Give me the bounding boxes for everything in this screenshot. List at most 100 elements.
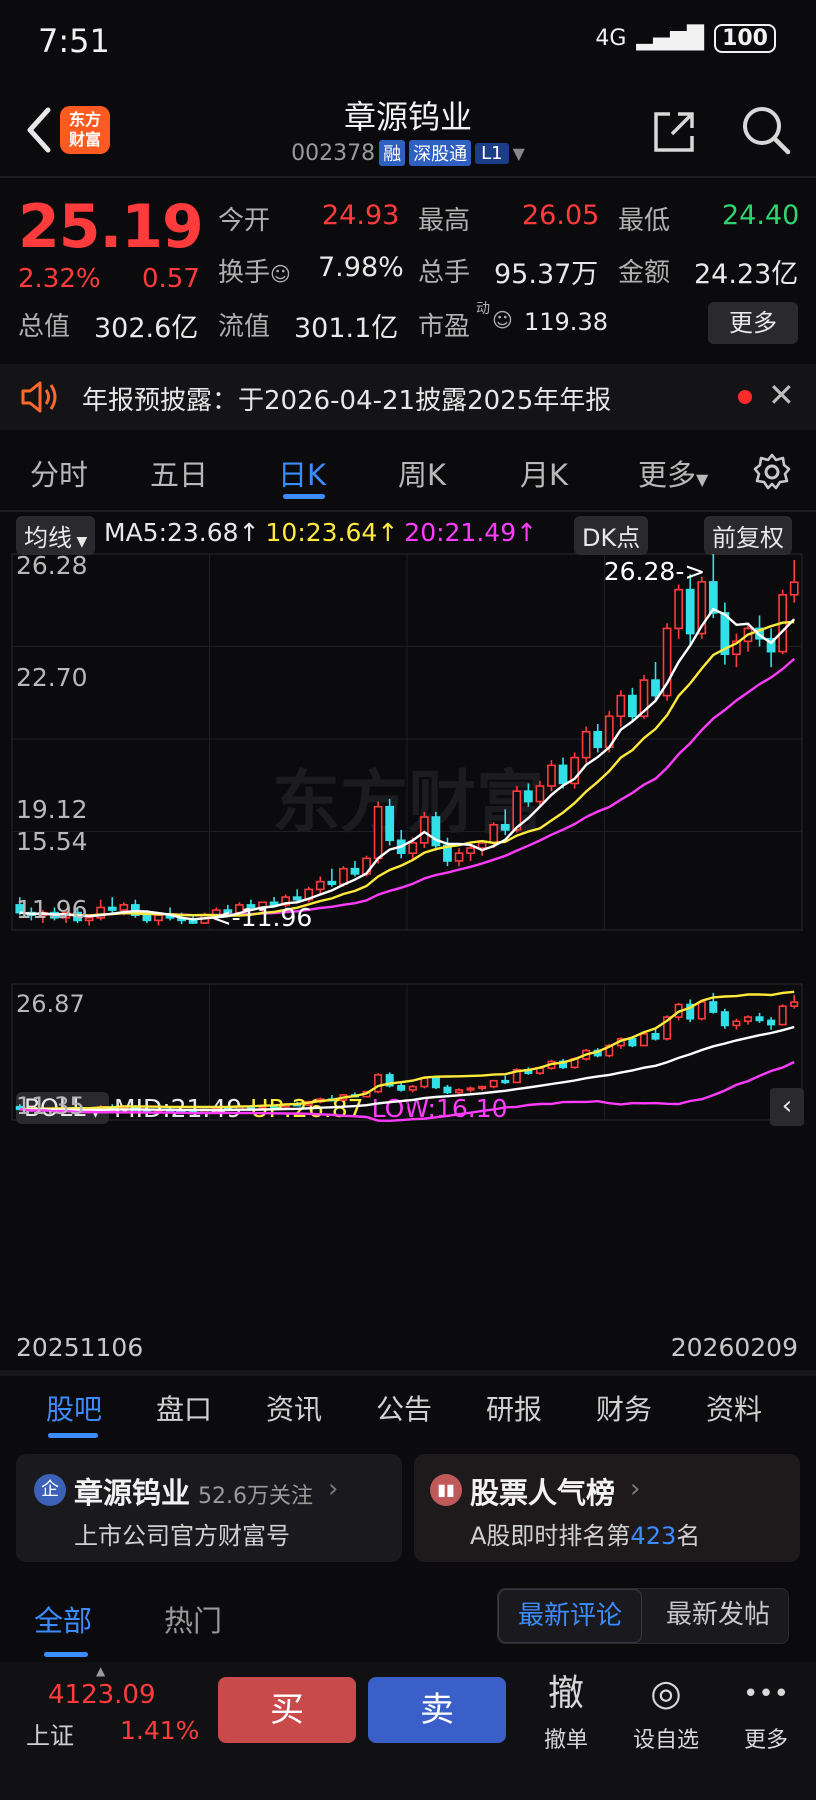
y-tick-label: 19.12 xyxy=(16,795,88,824)
tab-pankou[interactable]: 盘口 xyxy=(156,1393,213,1426)
tab-announcements[interactable]: 公告 xyxy=(376,1393,433,1426)
x-start-date: 20251106 xyxy=(16,1333,143,1362)
candle-body xyxy=(142,914,152,922)
margin-tag: 融 xyxy=(379,140,406,166)
ma-legend: MA5:23.68 ↑ 10:23.64 ↑ 20:21.49 ↑ xyxy=(104,518,537,547)
boll-candle-body xyxy=(755,1016,764,1022)
share-icon[interactable] xyxy=(650,106,700,156)
tab-finance[interactable]: 财务 xyxy=(596,1393,653,1426)
ma20-arrow: ↑ xyxy=(516,518,538,547)
candle-body xyxy=(708,581,718,614)
boll-candle-body xyxy=(420,1077,429,1088)
more-quote-button[interactable]: 更多 xyxy=(708,302,798,344)
candle-body xyxy=(466,847,475,855)
boll-candle-body xyxy=(743,1016,753,1023)
candle-body xyxy=(512,790,522,831)
tab-research[interactable]: 研报 xyxy=(486,1393,543,1426)
notice-text[interactable]: 年报预披露：于2026-04-21披露2025年年报 xyxy=(82,386,612,416)
candle-body xyxy=(223,909,233,914)
candle-body xyxy=(500,823,510,831)
boll-mid-line xyxy=(19,1025,795,1112)
index-percent[interactable]: 1.41% xyxy=(120,1716,200,1745)
tab-hot[interactable]: 热门 xyxy=(164,1604,223,1638)
sort-latest-comment[interactable]: 最新评论 xyxy=(498,1589,642,1643)
ma-selector-label: 均线 xyxy=(24,524,72,552)
popularity-card[interactable] xyxy=(414,1454,800,1562)
battery-icon: 100 xyxy=(714,24,776,53)
boll-tick-label: 26.87 xyxy=(16,990,85,1018)
back-button[interactable] xyxy=(14,100,66,160)
adjust-button[interactable]: 前复权 xyxy=(704,516,792,555)
more-menu-button[interactable]: ••• 更多 xyxy=(726,1672,806,1754)
boll-up-line xyxy=(19,990,795,1111)
pe-info-icon[interactable]: ☺ xyxy=(492,308,513,332)
tab-guba[interactable]: 股吧 xyxy=(46,1393,103,1426)
sell-button[interactable]: 卖 xyxy=(368,1677,506,1743)
active-bottom-tab-indicator xyxy=(48,1433,98,1438)
market-cap-value: 302.6亿 xyxy=(94,313,199,344)
tab-daily-k[interactable]: 日K xyxy=(278,458,327,492)
watermark: 东方财富 xyxy=(272,764,544,843)
watchlist-icon: ◎ xyxy=(650,1673,682,1714)
boll-candle-body xyxy=(385,1074,394,1087)
boll-candle-body xyxy=(709,1001,718,1013)
index-name[interactable]: 上证 xyxy=(26,1722,74,1750)
boll-candle-body xyxy=(663,1016,672,1040)
cancel-order-button[interactable]: 撤 撤单 xyxy=(526,1672,606,1754)
add-watchlist-label: 设自选 xyxy=(632,1728,699,1753)
boll-candle-body xyxy=(454,1089,464,1094)
tab-intraday[interactable]: 分时 xyxy=(30,458,89,492)
ranking-chart-icon: ▮▮ xyxy=(430,1474,462,1506)
tab-all[interactable]: 全部 xyxy=(34,1604,93,1638)
dk-point-button[interactable]: DK点 xyxy=(574,516,649,555)
candle-body xyxy=(107,906,117,911)
search-icon[interactable] xyxy=(740,104,792,156)
notice-bar[interactable] xyxy=(0,364,816,430)
candle-body xyxy=(570,756,579,785)
tab-weekly-k[interactable]: 周K xyxy=(398,458,447,492)
caret-down-icon: ▼ xyxy=(696,470,709,489)
gear-icon[interactable] xyxy=(752,452,792,492)
tabs-divider xyxy=(0,510,816,512)
kline-chart[interactable]: 东方财富 26.28 22.70 19.12 15.54 11.96 26.87 11.35… xyxy=(0,514,816,1376)
tab-five-day[interactable]: 五日 xyxy=(150,458,209,492)
info-icon[interactable]: ☺ xyxy=(270,262,291,286)
tab-profile[interactable]: 资料 xyxy=(706,1393,763,1426)
float-cap-value: 301.1亿 xyxy=(294,313,399,344)
boll-candle-body xyxy=(639,1033,648,1047)
candle-body xyxy=(281,896,291,906)
candle-body xyxy=(697,581,707,635)
status-indicators: 4G ▂▄▆█ 100 xyxy=(595,24,776,53)
boll-candle-body xyxy=(489,1079,498,1088)
logo-line1: 东方 xyxy=(68,110,101,129)
candle-body xyxy=(292,896,302,901)
company-card[interactable] xyxy=(16,1454,402,1562)
y-tick-label: 26.28 xyxy=(16,551,88,580)
candle-body xyxy=(581,730,591,759)
more-menu-label: 更多 xyxy=(743,1728,788,1753)
company-badge-icon: 企 xyxy=(34,1474,66,1506)
sort-latest-post[interactable]: 最新发帖 xyxy=(665,1600,770,1630)
boll-candle-body xyxy=(501,1079,510,1084)
boll-candle-body xyxy=(732,1020,741,1027)
candle-body xyxy=(639,679,649,718)
level-tag: L1 xyxy=(475,142,509,164)
tab-news[interactable]: 资讯 xyxy=(266,1393,323,1426)
candle-body xyxy=(454,852,464,862)
close-icon[interactable]: ✕ xyxy=(768,376,795,414)
index-value[interactable]: 4123.09 xyxy=(48,1680,156,1710)
tab-more[interactable]: 更多▼ xyxy=(638,452,708,494)
connect-tag: 深股通 xyxy=(409,140,472,166)
tab-monthly-k[interactable]: 月K xyxy=(520,458,569,492)
boll-candle-body xyxy=(512,1069,521,1084)
ma-selector[interactable]: 均线 ▼ xyxy=(16,516,96,555)
add-watchlist-button[interactable]: ◎ 设自选 xyxy=(626,1672,706,1754)
candle-body xyxy=(96,906,106,919)
buy-button[interactable]: 买 xyxy=(218,1677,356,1743)
candle-body xyxy=(269,901,279,906)
boll-candle-body xyxy=(697,1001,706,1020)
stock-code: 002378 xyxy=(291,140,376,166)
dropdown-icon[interactable]: ▼ xyxy=(512,143,525,163)
ma10-line xyxy=(19,620,795,917)
candle-body xyxy=(385,805,395,842)
